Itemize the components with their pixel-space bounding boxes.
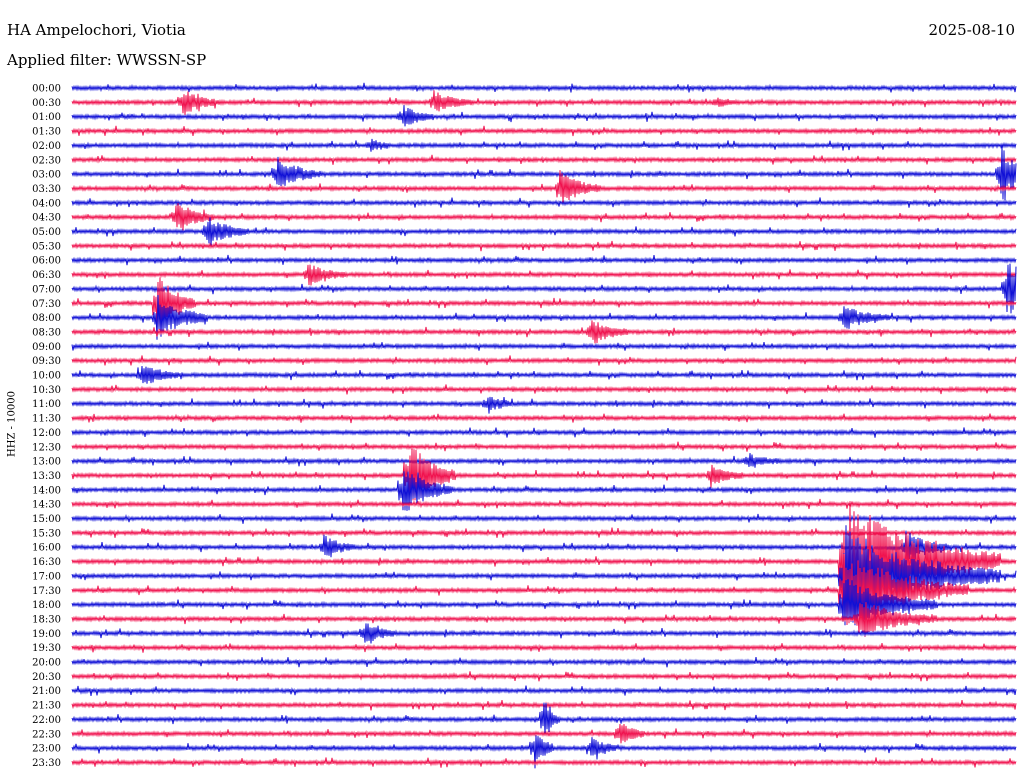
- trace-row-0200: [71, 138, 1017, 152]
- row-time-label: 07:00: [32, 284, 61, 295]
- trace-row-1230: [71, 441, 1017, 452]
- trace-row-0700: [71, 263, 1017, 314]
- row-time-label: 16:30: [32, 557, 61, 568]
- trace-row-0830: [71, 320, 1017, 344]
- row-time-label: 08:00: [32, 313, 61, 324]
- trace-row-2230: [71, 723, 1017, 744]
- trace-row-0430: [71, 203, 1017, 231]
- trace-row-1330: [71, 448, 1017, 501]
- trace-row-0030: [71, 90, 1017, 115]
- row-time-label: 09:30: [32, 356, 61, 367]
- row-time-label: 04:00: [32, 198, 61, 209]
- trace-row-1500: [71, 513, 1017, 524]
- row-time-label: 01:00: [32, 112, 61, 123]
- trace-row-2330: [71, 757, 1017, 768]
- row-time-label: 05:00: [32, 227, 61, 238]
- row-time-label: 17:00: [32, 571, 61, 582]
- trace-row-0800: [71, 294, 1017, 340]
- row-time-label: 02:00: [32, 141, 61, 152]
- filter-label: Applied filter: WWSSN-SP: [7, 51, 207, 69]
- row-time-label: 20:00: [32, 658, 61, 669]
- trace-row-1030: [71, 384, 1017, 395]
- trace-row-0900: [71, 341, 1017, 351]
- trace-row-0230: [71, 154, 1017, 165]
- trace-row-1130: [71, 413, 1017, 424]
- row-time-label: 11:30: [32, 414, 61, 425]
- row-time-label: 14:30: [32, 500, 61, 511]
- row-time-label: 06:30: [32, 270, 61, 281]
- trace-row-0930: [71, 355, 1017, 366]
- row-time-label: 21:00: [32, 686, 61, 697]
- trace-row-2030: [71, 671, 1017, 682]
- trace-row-2300: [71, 735, 1017, 769]
- row-time-label: 22:30: [32, 729, 61, 740]
- row-time-label: 01:30: [32, 127, 61, 138]
- row-time-label: 09:00: [32, 342, 61, 353]
- trace-row-1830: [71, 602, 1017, 637]
- row-time-label: 05:30: [32, 241, 61, 252]
- row-time-label: 03:30: [32, 184, 61, 195]
- row-time-label: 18:30: [32, 614, 61, 625]
- trace-row-1300: [71, 453, 1017, 468]
- row-time-label: 13:00: [32, 457, 61, 468]
- trace-row-1100: [71, 396, 1017, 414]
- row-time-label: 16:00: [32, 543, 61, 554]
- trace-row-0300: [71, 146, 1017, 201]
- row-time-label: 23:00: [32, 744, 61, 755]
- row-time-label: 11:00: [32, 399, 61, 410]
- trace-row-0100: [71, 105, 1017, 127]
- trace-row-0000: [71, 82, 1017, 93]
- row-time-label: 00:00: [32, 84, 61, 95]
- row-time-label: 06:00: [32, 256, 61, 267]
- row-time-label: 00:30: [32, 98, 61, 109]
- trace-row-2200: [71, 702, 1017, 736]
- row-time-label: 18:00: [32, 600, 61, 611]
- row-time-label: 15:30: [32, 528, 61, 539]
- trace-row-0400: [71, 197, 1017, 208]
- row-time-label: 14:00: [32, 485, 61, 496]
- row-time-label: 15:00: [32, 514, 61, 525]
- row-time-label: 04:30: [32, 213, 61, 224]
- trace-row-1900: [71, 623, 1017, 644]
- row-time-label: 02:30: [32, 155, 61, 166]
- row-time-label: 03:00: [32, 170, 61, 181]
- row-time-label: 20:30: [32, 672, 61, 683]
- trace-row-0130: [71, 125, 1017, 137]
- row-time-label: 19:30: [32, 643, 61, 654]
- trace-row-1400: [71, 471, 1017, 511]
- row-time-label: 23:30: [32, 758, 61, 769]
- trace-row-1200: [71, 427, 1017, 438]
- row-time-label: 22:00: [32, 715, 61, 726]
- trace-row-0630: [71, 264, 1017, 286]
- station-title: HA Ampelochori, Viotia: [7, 21, 186, 39]
- trace-row-1430: [71, 498, 1017, 510]
- trace-row-1800: [71, 579, 1017, 626]
- row-time-label: 07:30: [32, 299, 61, 310]
- trace-row-1930: [71, 643, 1017, 653]
- date-label: 2025-08-10: [928, 21, 1015, 39]
- row-time-label: 19:00: [32, 629, 61, 640]
- trace-row-2000: [71, 657, 1017, 668]
- seismic-traces: [71, 82, 1017, 769]
- trace-row-0730: [71, 277, 1017, 331]
- row-time-label: 17:30: [32, 586, 61, 597]
- row-time-label: 21:30: [32, 701, 61, 712]
- trace-row-2100: [71, 685, 1017, 696]
- trace-row-0500: [71, 217, 1017, 246]
- row-time-labels: 00:00 00:30 01:00 01:30 02:00 02:30 03:00 03:30…: [32, 84, 61, 769]
- row-time-label: 10:00: [32, 371, 61, 382]
- trace-row-0330: [71, 170, 1017, 204]
- trace-row-1730: [71, 553, 1017, 626]
- row-time-label: 12:00: [32, 428, 61, 439]
- trace-row-0530: [71, 240, 1017, 252]
- row-time-label: 13:30: [32, 471, 61, 482]
- trace-row-0600: [71, 254, 1017, 266]
- row-time-label: 12:30: [32, 442, 61, 453]
- trace-row-1000: [71, 365, 1017, 384]
- row-time-label: 10:30: [32, 385, 61, 396]
- row-time-label: 08:30: [32, 327, 61, 338]
